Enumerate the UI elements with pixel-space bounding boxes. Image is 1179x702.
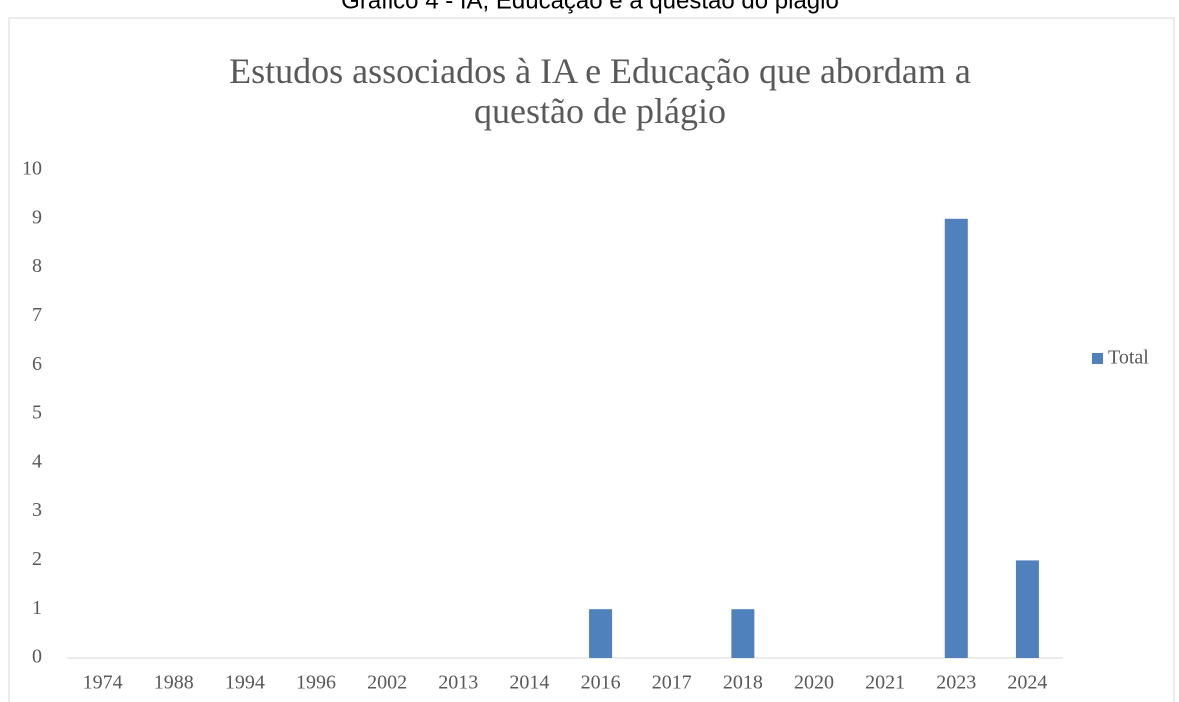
y-tick-label: 10 (22, 158, 42, 180)
x-tick-label: 2014 (509, 672, 549, 694)
x-tick-label: 1996 (296, 672, 336, 694)
bar (944, 218, 968, 659)
legend-swatch (1092, 353, 1103, 364)
bar (731, 609, 755, 658)
y-tick-label: 1 (32, 597, 42, 619)
x-tick-label: 2020 (794, 672, 834, 694)
y-tick-label: 0 (32, 646, 42, 668)
x-tick-label: 2017 (652, 672, 692, 694)
x-tick-label: 1974 (83, 672, 123, 694)
y-tick-label: 7 (32, 304, 42, 326)
bar (589, 609, 613, 658)
x-tick-label: 2013 (438, 672, 478, 694)
x-tick-label: 2021 (865, 672, 905, 694)
x-tick-label: 2016 (581, 672, 621, 694)
y-tick-label: 3 (32, 499, 42, 521)
y-tick-label: 9 (32, 206, 42, 228)
x-tick-label: 2023 (936, 672, 976, 694)
chart-frame (8, 17, 1175, 702)
y-tick-label: 6 (32, 353, 42, 375)
bar (1015, 560, 1039, 658)
legend-label: Total (1108, 347, 1149, 369)
y-tick-label: 2 (32, 548, 42, 570)
x-tick-label: 1994 (225, 672, 265, 694)
y-tick-label: 4 (32, 450, 42, 472)
x-tick-label: 2024 (1007, 672, 1047, 694)
chart-title: Estudos associados à IA e Educação que a… (229, 51, 971, 131)
x-tick-label: 2002 (367, 672, 407, 694)
y-tick-label: 8 (32, 255, 42, 277)
caption: Gráfico 4 - IA, Educação e a questão do … (341, 0, 839, 14)
y-tick-label: 5 (32, 402, 42, 424)
x-tick-label: 2018 (723, 672, 763, 694)
x-tick-label: 1988 (154, 672, 194, 694)
